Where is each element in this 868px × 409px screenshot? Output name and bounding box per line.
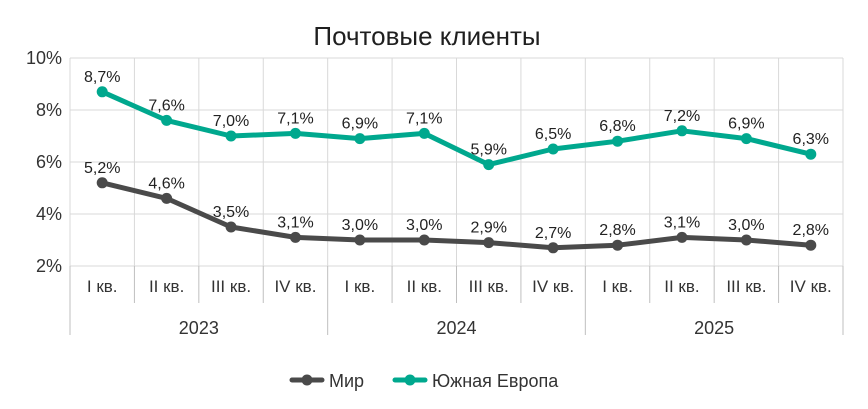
- data-label: 5,9%: [470, 142, 506, 159]
- x-tick-label: III кв.: [211, 277, 251, 296]
- x-tick-label: I кв.: [345, 277, 376, 296]
- data-point: [612, 135, 624, 147]
- data-label: 2,9%: [470, 220, 506, 237]
- data-label: 6,5%: [535, 126, 571, 143]
- data-label: 6,3%: [793, 131, 829, 148]
- data-label: 6,9%: [728, 116, 764, 133]
- data-label: 4,6%: [148, 175, 184, 192]
- data-label: 2,8%: [599, 222, 635, 239]
- data-label: 3,1%: [664, 214, 700, 231]
- legend-marker: [404, 374, 416, 386]
- data-label: 3,0%: [406, 217, 442, 234]
- series-line: [99, 89, 814, 168]
- label-layer: 5,2% 4,6% 3,5% 3,1% 3,0% 3,0% 2,9% 2,7% 2,8% 3,1%…: [84, 69, 829, 242]
- data-label: 2,7%: [535, 225, 571, 242]
- data-point: [289, 231, 301, 243]
- grid-layer: [69, 57, 844, 267]
- y-tick-label: 6%: [36, 152, 62, 172]
- data-point: [354, 133, 366, 145]
- data-point: [225, 221, 237, 233]
- chart-title: Почтовые клиенты: [313, 21, 540, 51]
- x-tick-label: III кв.: [469, 277, 509, 296]
- data-point: [740, 133, 752, 145]
- legend-marker: [301, 374, 313, 386]
- data-point: [676, 231, 688, 243]
- data-point: [676, 125, 688, 137]
- data-point: [612, 239, 624, 251]
- legend: Мир Южная Европа: [289, 371, 559, 391]
- data-point: [289, 127, 301, 139]
- data-label: 7,1%: [277, 110, 313, 127]
- axis-layer: 2% 4% 6% 8% 10% I кв. II кв. III кв. IV кв. I кв.…: [26, 48, 844, 338]
- data-point: [225, 130, 237, 142]
- year-label: 2023: [179, 318, 219, 338]
- data-label: 7,1%: [406, 110, 442, 127]
- data-point: [483, 237, 495, 249]
- y-tick-label: 2%: [36, 256, 62, 276]
- data-label: 7,6%: [148, 97, 184, 114]
- data-label: 6,9%: [342, 116, 378, 133]
- x-tick-label: I кв.: [87, 277, 118, 296]
- x-tick-label: II кв.: [407, 277, 442, 296]
- data-label: 6,8%: [599, 118, 635, 135]
- y-tick-label: 8%: [36, 100, 62, 120]
- series-line: [99, 180, 814, 251]
- data-label: 5,2%: [84, 160, 120, 177]
- data-label: 3,5%: [213, 204, 249, 221]
- data-point: [805, 239, 817, 251]
- data-point: [418, 234, 430, 246]
- data-point: [354, 234, 366, 246]
- data-point: [418, 127, 430, 139]
- data-label: 3,0%: [342, 217, 378, 234]
- data-point: [161, 114, 173, 126]
- legend-label: Южная Европа: [432, 371, 559, 391]
- data-point: [96, 86, 108, 98]
- data-point: [805, 148, 817, 160]
- data-label: 3,0%: [728, 217, 764, 234]
- data-label: 7,2%: [664, 108, 700, 125]
- y-tick-label: 4%: [36, 204, 62, 224]
- x-tick-label: IV кв.: [532, 277, 574, 296]
- series-layer: [96, 86, 817, 254]
- data-label: 8,7%: [84, 69, 120, 86]
- x-tick-label: IV кв.: [274, 277, 316, 296]
- year-label: 2024: [436, 318, 476, 338]
- data-point: [740, 234, 752, 246]
- x-tick-label: III кв.: [726, 277, 766, 296]
- data-label: 3,1%: [277, 214, 313, 231]
- data-label: 7,0%: [213, 113, 249, 130]
- data-point: [483, 159, 495, 171]
- x-tick-label: II кв.: [149, 277, 184, 296]
- x-tick-label: IV кв.: [790, 277, 832, 296]
- x-tick-label: I кв.: [602, 277, 633, 296]
- legend-label: Мир: [329, 371, 364, 391]
- x-tick-label: II кв.: [664, 277, 699, 296]
- y-tick-label: 10%: [26, 48, 62, 68]
- data-point: [96, 177, 108, 189]
- year-label: 2025: [694, 318, 734, 338]
- data-point: [547, 242, 559, 254]
- data-point: [161, 192, 173, 204]
- data-label: 2,8%: [793, 222, 829, 239]
- data-point: [547, 143, 559, 155]
